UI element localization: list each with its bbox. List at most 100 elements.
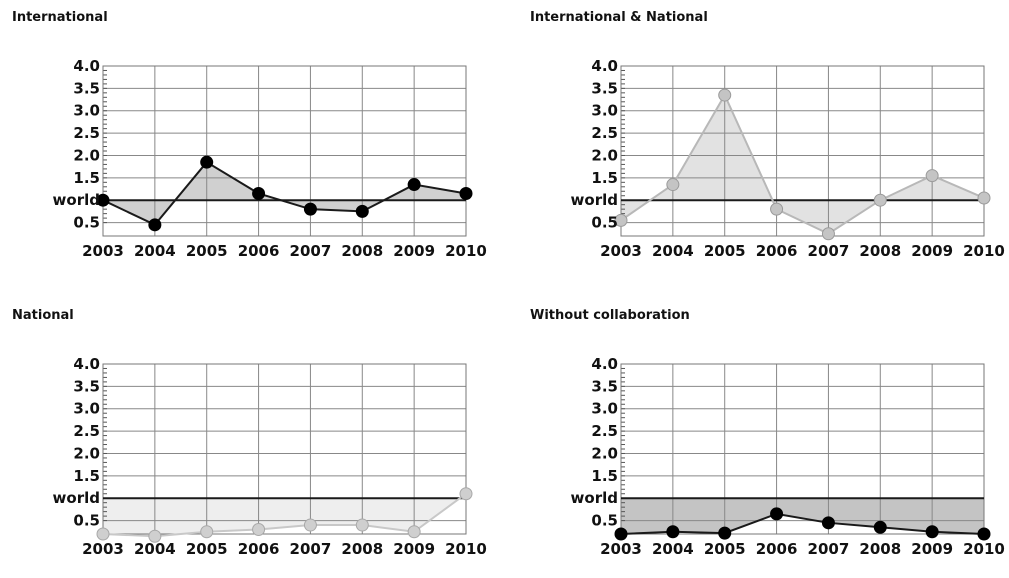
data-point <box>977 527 991 541</box>
data-point <box>459 187 473 200</box>
y-tick-label: 4.0 <box>73 355 100 373</box>
y-tick-label: world <box>53 191 100 209</box>
y-tick-label: 3.0 <box>73 102 100 120</box>
x-tick-label: 2007 <box>808 242 850 260</box>
y-tick-label: 3.5 <box>73 377 100 395</box>
x-tick-label: 2004 <box>134 540 176 558</box>
data-point <box>925 169 939 183</box>
y-tick-label: 3.5 <box>591 377 618 395</box>
data-point <box>614 527 628 541</box>
y-tick-label: 1.5 <box>591 169 618 187</box>
y-tick-label: 0.5 <box>73 512 100 530</box>
x-tick-label: 2005 <box>704 540 746 558</box>
y-tick-label: 0.5 <box>591 214 618 232</box>
series-line <box>620 512 985 535</box>
chart-svg: 4.0 3.5 3.0 2.5 2.0 1.5 world 0.5 2003 2004 2005 20… <box>53 355 487 558</box>
x-tick-label: 2008 <box>859 242 901 260</box>
y-tick-label: world <box>53 489 100 507</box>
data-point <box>407 525 421 539</box>
data-point <box>821 227 835 241</box>
x-tick-label: 2009 <box>393 242 435 260</box>
x-tick-label: 2009 <box>911 540 953 558</box>
y-tick-label: 3.0 <box>591 400 618 418</box>
y-tick-label: 2.5 <box>73 422 100 440</box>
data-point <box>355 204 369 218</box>
data-point <box>252 523 266 537</box>
y-tick-label: world <box>571 489 618 507</box>
chart-figure: International 4.0 3.5 3.0 2.5 2.0 1.5 world 0.5… <box>0 0 1005 558</box>
data-point <box>977 191 991 205</box>
y-tick-label: 1.5 <box>73 467 100 485</box>
deviation-area <box>621 498 984 534</box>
data-point <box>407 178 421 192</box>
x-tick-label: 2009 <box>911 242 953 260</box>
data-point <box>148 218 162 232</box>
x-tick-label: 2004 <box>134 242 176 260</box>
x-tick-label: 2007 <box>290 540 332 558</box>
x-tick-label: 2003 <box>600 242 642 260</box>
x-tick-label: 2005 <box>186 242 228 260</box>
series-line <box>620 92 985 235</box>
x-tick-label: 2004 <box>652 540 694 558</box>
plot-frame <box>102 363 467 535</box>
chart-panel-international: International 4.0 3.5 3.0 2.5 2.0 1.5 world 0.5… <box>0 0 500 280</box>
y-tick-label: 3.0 <box>591 102 618 120</box>
data-point <box>666 178 680 192</box>
chart-svg: 4.0 3.5 3.0 2.5 2.0 1.5 world 0.5 2003 2004 2005 20… <box>571 355 1005 558</box>
y-tick-label: 3.5 <box>591 79 618 97</box>
data-point <box>96 527 110 541</box>
y-tick-label: 2.5 <box>591 422 618 440</box>
x-tick-label: 2006 <box>756 242 798 260</box>
x-tick-label: 2010 <box>963 242 1005 260</box>
chart-title: Without collaboration <box>530 308 690 323</box>
y-tick-label: 0.5 <box>73 214 100 232</box>
x-tick-label: 2006 <box>756 540 798 558</box>
chart-svg: 4.0 3.5 3.0 2.5 2.0 1.5 world 0.5 2003 2004 2005 20… <box>53 57 487 260</box>
y-tick-label: 3.5 <box>73 79 100 97</box>
data-point <box>666 525 680 539</box>
x-tick-label: 2003 <box>82 242 124 260</box>
x-tick-label: 2007 <box>290 242 332 260</box>
data-point <box>718 88 732 102</box>
y-tick-label: 2.5 <box>73 124 100 142</box>
deviation-area <box>621 95 984 234</box>
chart-title: International <box>12 10 108 25</box>
y-tick-label: 0.5 <box>591 512 618 530</box>
deviation-area <box>103 493 466 537</box>
chart-title: International & National <box>530 10 708 25</box>
x-tick-label: 2004 <box>652 242 694 260</box>
data-point <box>718 526 732 540</box>
x-tick-label: 2005 <box>704 242 746 260</box>
x-tick-label: 2003 <box>600 540 642 558</box>
data-point <box>873 520 887 534</box>
y-tick-label: 2.0 <box>591 146 618 164</box>
data-point <box>459 487 473 501</box>
x-tick-label: 2008 <box>341 242 383 260</box>
y-tick-label: 2.0 <box>591 444 618 462</box>
plot-frame <box>102 65 467 237</box>
data-point <box>925 525 939 539</box>
x-tick-label: 2010 <box>445 242 487 260</box>
data-point <box>355 518 369 532</box>
data-point <box>873 193 887 207</box>
y-tick-label: 1.5 <box>591 467 618 485</box>
data-point <box>821 516 835 530</box>
y-tick-label: 2.0 <box>73 146 100 164</box>
data-point <box>252 187 266 200</box>
x-tick-label: 2008 <box>341 540 383 558</box>
y-tick-label: 4.0 <box>591 57 618 75</box>
data-point <box>200 525 214 539</box>
chart-svg: 4.0 3.5 3.0 2.5 2.0 1.5 world 0.5 2003 2004 2005 20… <box>571 57 1005 260</box>
x-tick-label: 2010 <box>963 540 1005 558</box>
chart-title: National <box>12 308 74 323</box>
data-point <box>303 518 317 532</box>
y-tick-label: 2.0 <box>73 444 100 462</box>
x-tick-label: 2006 <box>238 540 280 558</box>
data-point <box>200 155 214 169</box>
plot-frame <box>620 65 985 237</box>
series-line <box>102 160 467 227</box>
chart-panel-without-collaboration: Without collaboration 4.0 3.5 3.0 2.5 2.0 1.5… <box>518 298 1009 578</box>
plot-frame <box>620 363 985 535</box>
x-tick-label: 2008 <box>859 540 901 558</box>
x-tick-label: 2010 <box>445 540 487 558</box>
